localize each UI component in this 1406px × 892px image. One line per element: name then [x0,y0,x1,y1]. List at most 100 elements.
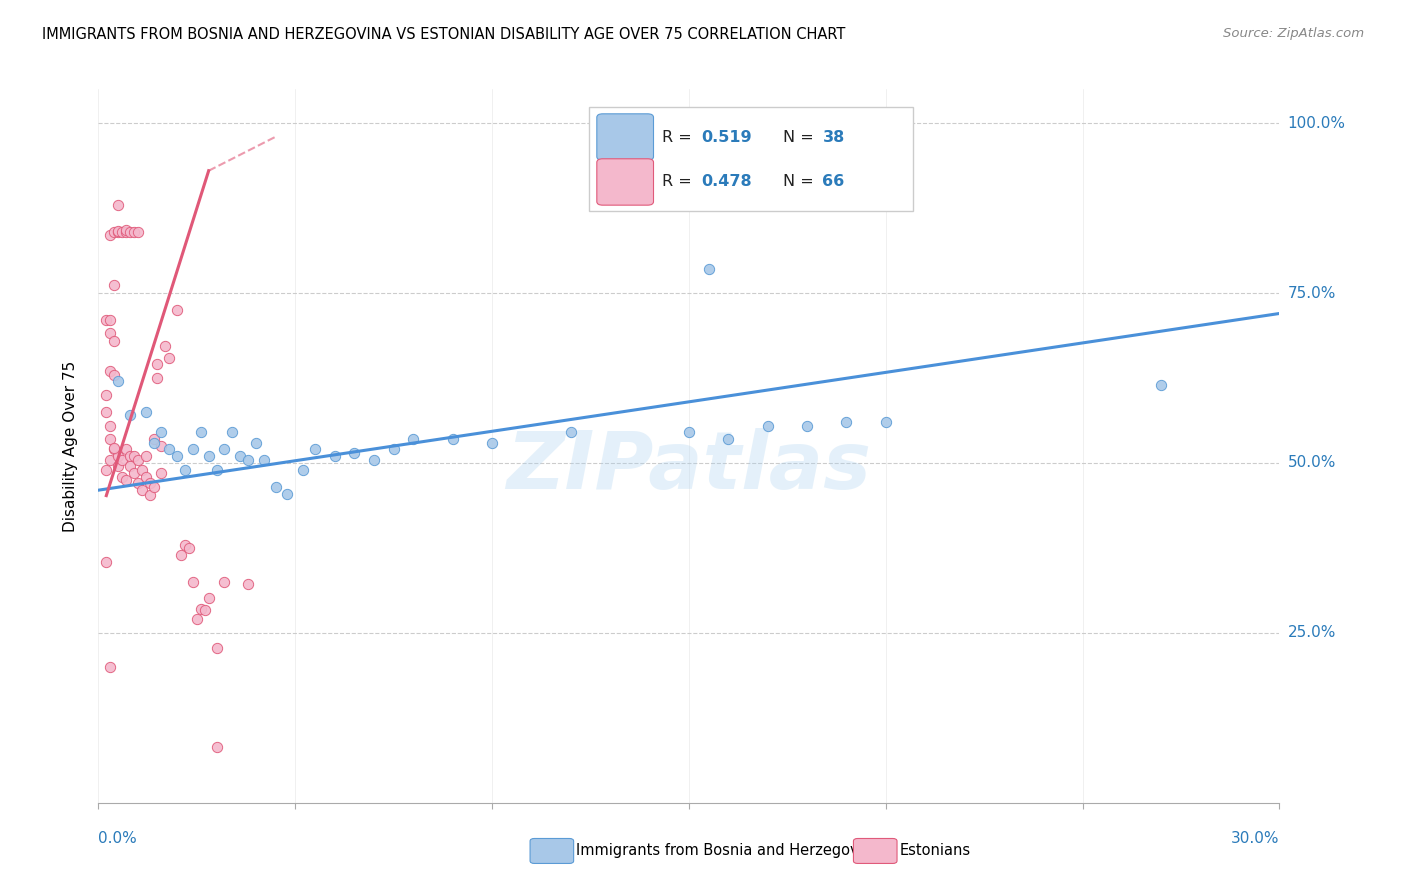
Point [264,480,287,494]
Point [181,442,204,457]
Point [197,449,219,463]
FancyBboxPatch shape [596,114,654,161]
Point [98,364,121,378]
Point [98,660,121,674]
Point [118,449,141,463]
Point [245,435,267,450]
Point [343,446,366,460]
Point [98,326,121,340]
Point [678,425,700,440]
Point [98,228,121,243]
Point [107,375,129,389]
Point [197,591,219,605]
Point [107,459,129,474]
Point [96,463,118,477]
Point [103,441,125,455]
Point [107,198,129,212]
Point [177,541,200,555]
Point [115,442,138,457]
Point [304,442,326,457]
Point [174,537,197,551]
Point [796,418,818,433]
Point [135,449,157,463]
Point [190,602,212,616]
Point [166,449,188,463]
Point [118,225,141,239]
Point [111,469,134,483]
Point [111,225,134,239]
Text: 0.0%: 0.0% [98,830,138,846]
Point [1150,377,1173,392]
Point [150,466,173,480]
Point [107,225,129,239]
Text: R =: R = [662,129,696,145]
Point [131,463,153,477]
Point [138,488,160,502]
Point [875,415,897,429]
Point [98,432,121,446]
Point [229,449,252,463]
Text: IMMIGRANTS FROM BOSNIA AND HERZEGOVINA VS ESTONIAN DISABILITY AGE OVER 75 CORREL: IMMIGRANTS FROM BOSNIA AND HERZEGOVINA V… [42,27,845,42]
Point [236,452,259,467]
Text: N =: N = [783,175,820,189]
Point [194,603,217,617]
Point [122,225,145,239]
Point [363,452,385,467]
Point [174,463,197,477]
Point [481,435,503,450]
Point [146,371,169,385]
Point [205,640,228,655]
FancyBboxPatch shape [589,107,914,211]
Point [122,449,145,463]
FancyBboxPatch shape [596,159,654,205]
Point [150,425,173,440]
Point [276,486,298,500]
Point [560,425,582,440]
Point [835,415,858,429]
Point [127,476,149,491]
Point [115,473,138,487]
Point [146,358,169,372]
Point [323,449,346,463]
Point [115,223,138,237]
Point [103,368,125,382]
Point [717,432,740,446]
Text: Estonians: Estonians [900,844,972,858]
Point [157,351,180,365]
Point [756,418,779,433]
Text: 66: 66 [823,175,845,189]
Point [205,463,228,477]
Text: 50.0%: 50.0% [1288,456,1336,470]
Point [127,225,149,239]
Point [190,425,212,440]
Point [98,418,121,433]
Point [697,262,720,277]
Text: Immigrants from Bosnia and Herzegovina: Immigrants from Bosnia and Herzegovina [576,844,882,858]
Point [131,483,153,498]
Point [98,313,121,327]
Text: 0.519: 0.519 [700,129,751,145]
Point [181,574,204,589]
Point [107,223,129,237]
Text: N =: N = [783,129,820,145]
Text: 75.0%: 75.0% [1288,285,1336,301]
Point [115,225,138,239]
Point [135,405,157,419]
Point [382,442,405,457]
Point [103,277,125,292]
Text: 38: 38 [823,129,845,145]
Point [135,469,157,483]
Point [127,452,149,467]
Point [170,548,193,562]
Point [150,439,173,453]
Point [236,577,259,591]
Text: Source: ZipAtlas.com: Source: ZipAtlas.com [1223,27,1364,40]
Point [122,466,145,480]
Point [107,449,129,463]
Point [142,435,165,450]
Text: 25.0%: 25.0% [1288,625,1336,640]
Text: 0.478: 0.478 [700,175,751,189]
Point [214,442,236,457]
Point [441,432,464,446]
Point [142,480,165,494]
